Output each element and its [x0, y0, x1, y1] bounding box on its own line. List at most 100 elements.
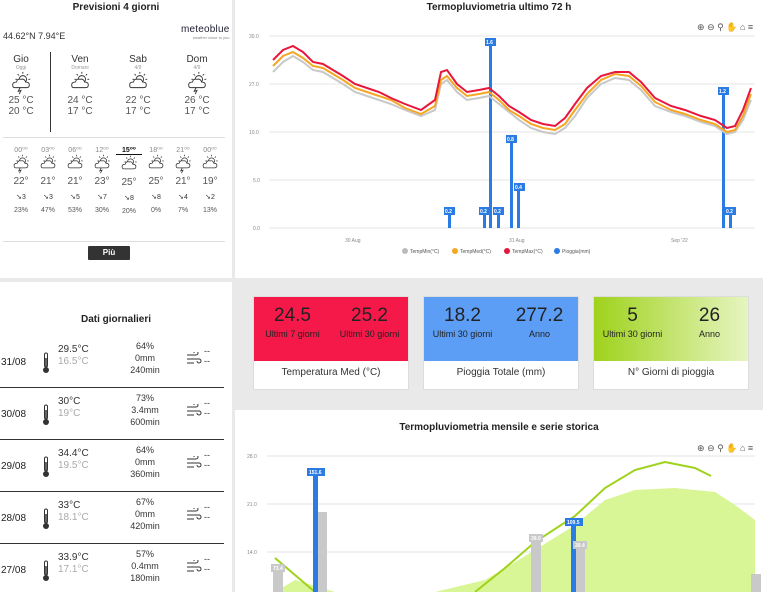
rain-bar [448, 212, 451, 228]
hour-column: 18⁰⁰ 25° ➘8 0% [143, 146, 169, 214]
zoom-in-icon[interactable]: ⊕ [697, 22, 705, 32]
storm-icon [12, 71, 31, 95]
legend-item: TempMin(°C) [410, 249, 440, 255]
row-tmax: 29.5°C [58, 344, 89, 355]
day-tmin: 20 °C [8, 106, 34, 117]
y-tick: 10.0 [249, 130, 259, 136]
hour-wind: ➘4 [178, 194, 188, 201]
legend-item: TempMax(°C) [512, 249, 543, 255]
row-sun: 360min [130, 469, 160, 479]
wind-arrow-icon: ➘ [43, 194, 49, 201]
day-tmax: 22 °C [125, 95, 151, 106]
storm-icon [13, 154, 29, 174]
zoom-out-icon[interactable]: ⊖ [707, 22, 715, 32]
pan-icon[interactable]: ✋ [726, 22, 738, 32]
home-icon[interactable]: ⌂ [739, 22, 746, 32]
row-date: 31/08 [1, 357, 27, 368]
card-caption: N° Giorni di pioggia [627, 367, 715, 378]
wind-icon [187, 456, 202, 468]
wind-arrow-icon: ➘ [16, 194, 22, 201]
wind-icon [187, 560, 202, 572]
legend: TempMin(°C) TempMed(°C) TempMax(°C) Piog… [402, 248, 591, 255]
row-wind: -- -- [204, 398, 210, 418]
hour-precip: 30% [94, 207, 109, 214]
sun-cloud-icon [148, 154, 164, 169]
x-tick: Sep '22 [671, 238, 688, 244]
chart-monthly-title: Termopluviometria mensile e serie storic… [399, 422, 599, 433]
historical-area [275, 488, 755, 592]
hour-wind: ➘3 [16, 194, 26, 201]
bar-label: 30.4 [575, 543, 585, 549]
row-tmin: 19°C [58, 408, 81, 419]
row-date: 27/08 [1, 565, 27, 576]
day-tmax: 24 °C [67, 95, 93, 106]
menu-icon[interactable]: ≡ [747, 443, 754, 453]
sun-cloud-icon [121, 155, 137, 170]
home-icon[interactable]: ⌂ [739, 443, 746, 453]
temp-med-line [272, 50, 752, 134]
rain-label: 1.6 [486, 40, 493, 46]
card-label-1: Ultimi 30 giorni [432, 329, 493, 339]
row-tmax: 33.9°C [58, 552, 89, 563]
rain-labels: 1.6 0.8 0.4 0.2 0.2 0.2 1.2 0.2 [444, 38, 736, 215]
rain-label: 0.2 [726, 209, 733, 215]
hour-precip: 0% [150, 207, 162, 214]
storm-icon [175, 154, 191, 174]
card-caption: Temperatura Med (°C) [281, 367, 381, 378]
hour-precip: 20% [121, 208, 136, 215]
more-button[interactable]: Più [88, 246, 130, 260]
y-tick: 14.0 [247, 550, 257, 556]
hour-temp: 22° [13, 176, 29, 187]
row-tmax: 30°C [58, 396, 81, 407]
temp-max-line [272, 44, 752, 130]
hist-bar [575, 546, 585, 592]
hour-temp: 19° [202, 176, 218, 187]
row-tmin: 19.5°C [58, 460, 89, 471]
day-sub: Oggi [15, 65, 27, 71]
zoom-out-icon[interactable]: ⊖ [707, 443, 715, 453]
card-label-1: Ultimi 7 giorni [265, 329, 320, 339]
hour-temp: 23° [94, 176, 110, 187]
chart-72h: 30.0 27.0 10.0 5.0 0.0 30 Aug 31 Aug Sep… [249, 34, 755, 255]
row-wind: -- -- [204, 346, 210, 366]
day-tmin: 17 °C [67, 106, 93, 117]
thermometer-icon [43, 352, 49, 373]
menu-icon[interactable]: ≡ [747, 22, 754, 32]
hour-temp: 25° [121, 177, 137, 188]
card-value-2: 26 [698, 305, 721, 326]
y-tick: 28.0 [247, 454, 257, 460]
day-name: Gio [13, 54, 29, 65]
daily-title: Dati giornalieri [80, 314, 151, 325]
hour-precip: 7% [177, 207, 189, 214]
hist-bar [273, 570, 283, 592]
stat-card: 24.5 Ultimi 7 giorni 25.2 Ultimi 30 gior… [253, 296, 409, 390]
daily-row: 29/08 34.4°C 19.5°C 64% 0mm 360min -- -- [0, 444, 224, 492]
rain-bar [517, 186, 520, 228]
row-humidity: 57% [135, 549, 154, 559]
row-tmin: 18.1°C [58, 512, 89, 523]
row-wind: -- -- [204, 450, 210, 470]
row-sun: 180min [130, 573, 160, 583]
row-wind: -- -- [204, 554, 210, 574]
hour-precip: 53% [67, 207, 82, 214]
zoom-select-icon[interactable]: ⚲ [717, 443, 724, 453]
storm-icon [188, 71, 207, 95]
hour-label: 18⁰⁰ [149, 147, 163, 154]
daily-row: 30/08 30°C 19°C 73% 3.4mm 600min -- -- [0, 392, 224, 440]
pan-icon[interactable]: ✋ [726, 443, 738, 453]
row-date: 30/08 [1, 409, 27, 420]
forecast-day: Ven Domani 24 °C 17 °C [60, 54, 100, 117]
zoom-in-icon[interactable]: ⊕ [697, 443, 705, 453]
y-tick: 0.0 [253, 226, 260, 232]
temp-min-line [272, 54, 752, 136]
rain-label: 0.4 [515, 185, 522, 191]
thermometer-icon [43, 508, 49, 529]
wind-arrow-icon: ➘ [97, 194, 103, 201]
rain-bar [483, 212, 486, 228]
meteoblue-logo[interactable]: meteoblue weather close to you [181, 24, 230, 40]
chart-72h-panel: Termopluviometria ultimo 72 h ⊕ ⊖ ⚲ ✋ ⌂ … [235, 0, 763, 278]
zoom-select-icon[interactable]: ⚲ [717, 22, 724, 32]
hour-column: 06⁰⁰ 21° ➘5 53% [62, 146, 88, 214]
day-tmin: 17 °C [184, 106, 210, 117]
hour-column: 03⁰⁰ 21° ➘3 47% [35, 146, 61, 214]
